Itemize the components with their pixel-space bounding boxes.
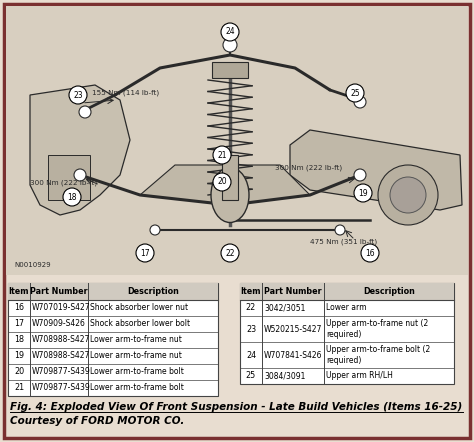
Text: W708988-S427: W708988-S427: [32, 335, 91, 344]
Text: W707841-S426: W707841-S426: [264, 351, 322, 359]
Text: Part Number: Part Number: [30, 287, 88, 296]
Text: 21: 21: [14, 384, 24, 392]
Circle shape: [150, 225, 160, 235]
Text: Lower arm-to-frame bolt: Lower arm-to-frame bolt: [90, 367, 184, 377]
Text: 300 Nm (222 lb-ft): 300 Nm (222 lb-ft): [275, 165, 342, 171]
Text: W709877-S439: W709877-S439: [32, 384, 91, 392]
Circle shape: [213, 173, 231, 191]
Text: Fig. 4: Exploded View Of Front Suspension - Late Build Vehicles (Items 16-25): Fig. 4: Exploded View Of Front Suspensio…: [10, 402, 462, 412]
Circle shape: [223, 38, 237, 52]
Circle shape: [346, 84, 364, 102]
Text: 155 Nm (114 lb-ft): 155 Nm (114 lb-ft): [92, 90, 159, 96]
Text: 22: 22: [225, 248, 235, 258]
Text: W520215-S427: W520215-S427: [264, 324, 322, 334]
Text: 16: 16: [14, 304, 24, 312]
Text: 25: 25: [350, 88, 360, 98]
Circle shape: [74, 169, 86, 181]
Circle shape: [79, 106, 91, 118]
Text: 24: 24: [225, 27, 235, 37]
Text: Lower arm-to-frame nut: Lower arm-to-frame nut: [90, 335, 182, 344]
Text: Lower arm: Lower arm: [326, 304, 366, 312]
Circle shape: [221, 23, 239, 41]
Bar: [6, 6, 468, 275]
Text: Part Number: Part Number: [264, 287, 322, 296]
Text: 21: 21: [217, 150, 227, 160]
Text: Upper arm-to-frame nut (2
required): Upper arm-to-frame nut (2 required): [326, 319, 428, 339]
Circle shape: [136, 244, 154, 262]
Text: Description: Description: [127, 287, 179, 296]
Circle shape: [378, 165, 438, 225]
Text: Upper arm-to-frame bolt (2
required): Upper arm-to-frame bolt (2 required): [326, 345, 430, 365]
Text: 19: 19: [14, 351, 24, 361]
Text: 23: 23: [73, 91, 83, 99]
Bar: [8, 283, 218, 396]
Text: 3042/3051: 3042/3051: [264, 304, 305, 312]
Text: 300 Nm (222 lb-ft): 300 Nm (222 lb-ft): [30, 180, 97, 186]
Text: Lower arm-to-frame nut: Lower arm-to-frame nut: [90, 351, 182, 361]
Text: 17: 17: [14, 320, 24, 328]
Text: 24: 24: [246, 351, 256, 359]
Circle shape: [213, 146, 231, 164]
Text: Courtesy of FORD MOTOR CO.: Courtesy of FORD MOTOR CO.: [10, 416, 184, 426]
Text: 20: 20: [14, 367, 24, 377]
Bar: [48, 155, 90, 200]
Text: Description: Description: [363, 287, 415, 296]
Bar: [8, 283, 218, 300]
Circle shape: [354, 96, 366, 108]
Text: Lower arm-to-frame bolt: Lower arm-to-frame bolt: [90, 384, 184, 392]
Circle shape: [63, 188, 81, 206]
Text: 25: 25: [246, 371, 256, 381]
Text: 23: 23: [246, 324, 256, 334]
Text: Shock absorber lower bolt: Shock absorber lower bolt: [90, 320, 190, 328]
Bar: [212, 62, 248, 78]
Text: 16: 16: [365, 248, 375, 258]
Text: 17: 17: [140, 248, 150, 258]
Ellipse shape: [211, 168, 249, 222]
Circle shape: [69, 86, 87, 104]
Circle shape: [361, 244, 379, 262]
Text: Shock absorber lower nut: Shock absorber lower nut: [90, 304, 188, 312]
Text: 22: 22: [246, 304, 256, 312]
Text: W709877-S439: W709877-S439: [32, 367, 91, 377]
Text: 19: 19: [358, 188, 368, 198]
Text: 3084/3091: 3084/3091: [264, 371, 305, 381]
Text: 18: 18: [67, 193, 77, 202]
Text: Item: Item: [9, 287, 29, 296]
Text: W70909-S426: W70909-S426: [32, 320, 86, 328]
Text: Item: Item: [241, 287, 261, 296]
Polygon shape: [140, 165, 310, 205]
Circle shape: [354, 169, 366, 181]
Bar: [222, 155, 238, 200]
Text: N0010929: N0010929: [14, 262, 51, 268]
Circle shape: [390, 177, 426, 213]
Circle shape: [354, 184, 372, 202]
Text: 475 Nm (351 lb-ft): 475 Nm (351 lb-ft): [310, 239, 377, 245]
Text: 18: 18: [14, 335, 24, 344]
Circle shape: [221, 244, 239, 262]
Polygon shape: [290, 130, 462, 210]
Bar: [240, 283, 454, 384]
Polygon shape: [30, 85, 130, 215]
Text: 20: 20: [217, 178, 227, 187]
Text: W708988-S427: W708988-S427: [32, 351, 91, 361]
Bar: [240, 283, 454, 300]
Circle shape: [335, 225, 345, 235]
Text: W707019-S427: W707019-S427: [32, 304, 91, 312]
Text: Upper arm RH/LH: Upper arm RH/LH: [326, 371, 393, 381]
